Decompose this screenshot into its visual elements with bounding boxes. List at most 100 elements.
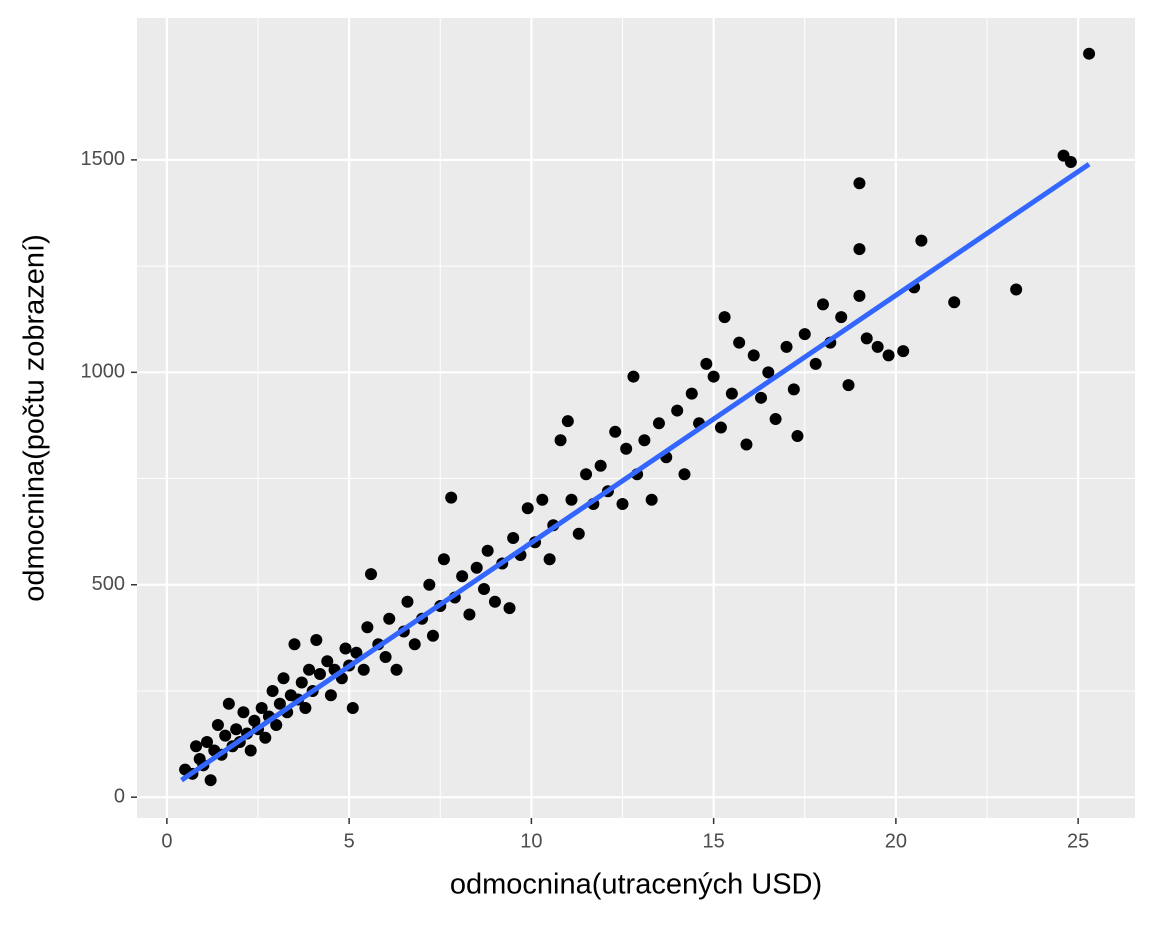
point — [671, 404, 684, 417]
point — [652, 417, 665, 430]
x-tick-label: 10 — [520, 830, 542, 852]
point — [791, 430, 804, 443]
point — [1064, 156, 1077, 169]
point — [580, 468, 593, 481]
point — [488, 595, 501, 608]
point — [1083, 47, 1096, 60]
point — [401, 595, 414, 608]
point — [565, 493, 578, 506]
point — [211, 718, 224, 731]
point — [190, 740, 203, 753]
point — [481, 544, 494, 557]
point — [507, 532, 520, 545]
point — [554, 434, 567, 447]
point — [204, 774, 217, 787]
point — [915, 234, 928, 247]
point — [365, 568, 378, 581]
point — [725, 387, 738, 400]
y-tick-label: 1000 — [81, 361, 126, 383]
point — [572, 527, 585, 540]
point — [769, 413, 782, 426]
point — [361, 621, 374, 634]
fit-line — [180, 162, 1091, 783]
point — [383, 612, 396, 625]
point — [707, 370, 720, 383]
point — [299, 701, 312, 714]
point — [350, 646, 363, 659]
point — [237, 706, 250, 719]
point — [321, 655, 334, 668]
point — [536, 493, 549, 506]
point — [853, 289, 866, 302]
x-tick-label: 5 — [344, 830, 355, 852]
x-tick-label: 20 — [885, 830, 907, 852]
point — [456, 570, 469, 583]
point — [948, 296, 961, 309]
point — [616, 498, 629, 511]
point — [842, 379, 855, 392]
point — [313, 667, 326, 680]
point — [521, 502, 534, 515]
point — [463, 608, 476, 621]
point — [270, 718, 283, 731]
point — [288, 638, 301, 651]
x-axis-title: odmocnina(utracených USD) — [450, 869, 822, 901]
point — [740, 438, 753, 451]
point — [426, 629, 439, 642]
y-axis-title: odmocnina(počtu zobrazení) — [19, 234, 51, 602]
point — [346, 701, 359, 714]
point — [762, 366, 775, 379]
point — [277, 672, 290, 685]
point — [561, 415, 574, 428]
point — [700, 357, 713, 370]
point — [860, 332, 873, 345]
point — [423, 578, 436, 591]
point — [594, 459, 607, 472]
point — [835, 311, 848, 324]
point — [755, 391, 768, 404]
point — [324, 689, 337, 702]
point — [543, 553, 556, 566]
point — [747, 349, 760, 362]
point — [678, 468, 691, 481]
y-tick-label: 1500 — [81, 148, 126, 170]
point — [609, 425, 622, 438]
point — [255, 701, 268, 714]
point — [259, 731, 272, 744]
point — [638, 434, 651, 447]
point — [445, 491, 458, 504]
point — [620, 442, 633, 455]
point — [357, 663, 370, 676]
point — [871, 340, 884, 353]
point — [733, 336, 746, 349]
point — [882, 349, 895, 362]
x-tick-label: 0 — [161, 830, 172, 852]
point — [853, 243, 866, 256]
point — [266, 684, 279, 697]
point — [339, 642, 352, 655]
point — [787, 383, 800, 396]
point — [303, 663, 316, 676]
point — [379, 650, 392, 663]
point — [1010, 283, 1023, 296]
point — [244, 744, 257, 757]
point — [273, 697, 286, 710]
point — [780, 340, 793, 353]
point — [222, 697, 235, 710]
point — [200, 735, 213, 748]
point — [897, 345, 910, 358]
point — [437, 553, 450, 566]
point — [798, 328, 811, 341]
point — [714, 421, 727, 434]
point — [295, 676, 308, 689]
point — [503, 602, 516, 615]
point — [645, 493, 658, 506]
point — [470, 561, 483, 574]
x-tick-label: 25 — [1067, 830, 1089, 852]
point — [390, 663, 403, 676]
point — [408, 638, 421, 651]
y-tick-label: 500 — [92, 573, 125, 595]
point — [219, 729, 232, 742]
point — [809, 357, 822, 370]
